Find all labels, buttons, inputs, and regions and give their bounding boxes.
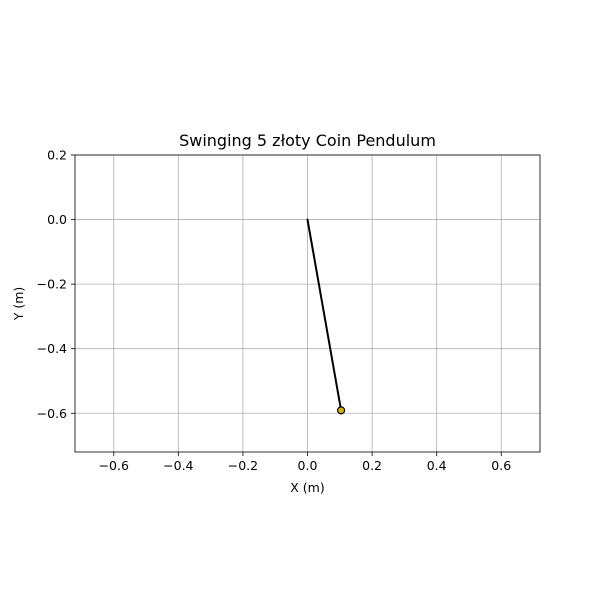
x-tick-label: −0.4 <box>163 458 193 473</box>
x-tick-label: 0.2 <box>362 458 382 473</box>
x-tick-label: 0.6 <box>491 458 511 473</box>
pendulum-rod <box>306 218 343 412</box>
tick-layer: −0.6 −0.4 −0.2 0.0 0.2 0.4 0.6 0.2 0.0 −0.2 −0.4 −0… <box>37 148 512 474</box>
data-layer <box>306 218 346 415</box>
coin-bob <box>336 406 346 415</box>
x-axis-label: X (m) <box>290 480 324 495</box>
y-tick-label: −0.6 <box>37 406 67 421</box>
y-tick-label: 0.2 <box>47 148 67 163</box>
x-tick-label: 0.0 <box>298 458 318 473</box>
x-tick-label: −0.2 <box>228 458 258 473</box>
x-tick-label: −0.6 <box>99 458 129 473</box>
chart-title: Swinging 5 złoty Coin Pendulum <box>179 131 436 150</box>
y-tick-label: −0.2 <box>37 277 67 292</box>
y-tick-label: 0.0 <box>47 212 67 227</box>
y-axis-label: Y (m) <box>11 287 26 322</box>
y-tick-label: −0.4 <box>37 341 67 356</box>
x-tick-label: 0.4 <box>427 458 447 473</box>
